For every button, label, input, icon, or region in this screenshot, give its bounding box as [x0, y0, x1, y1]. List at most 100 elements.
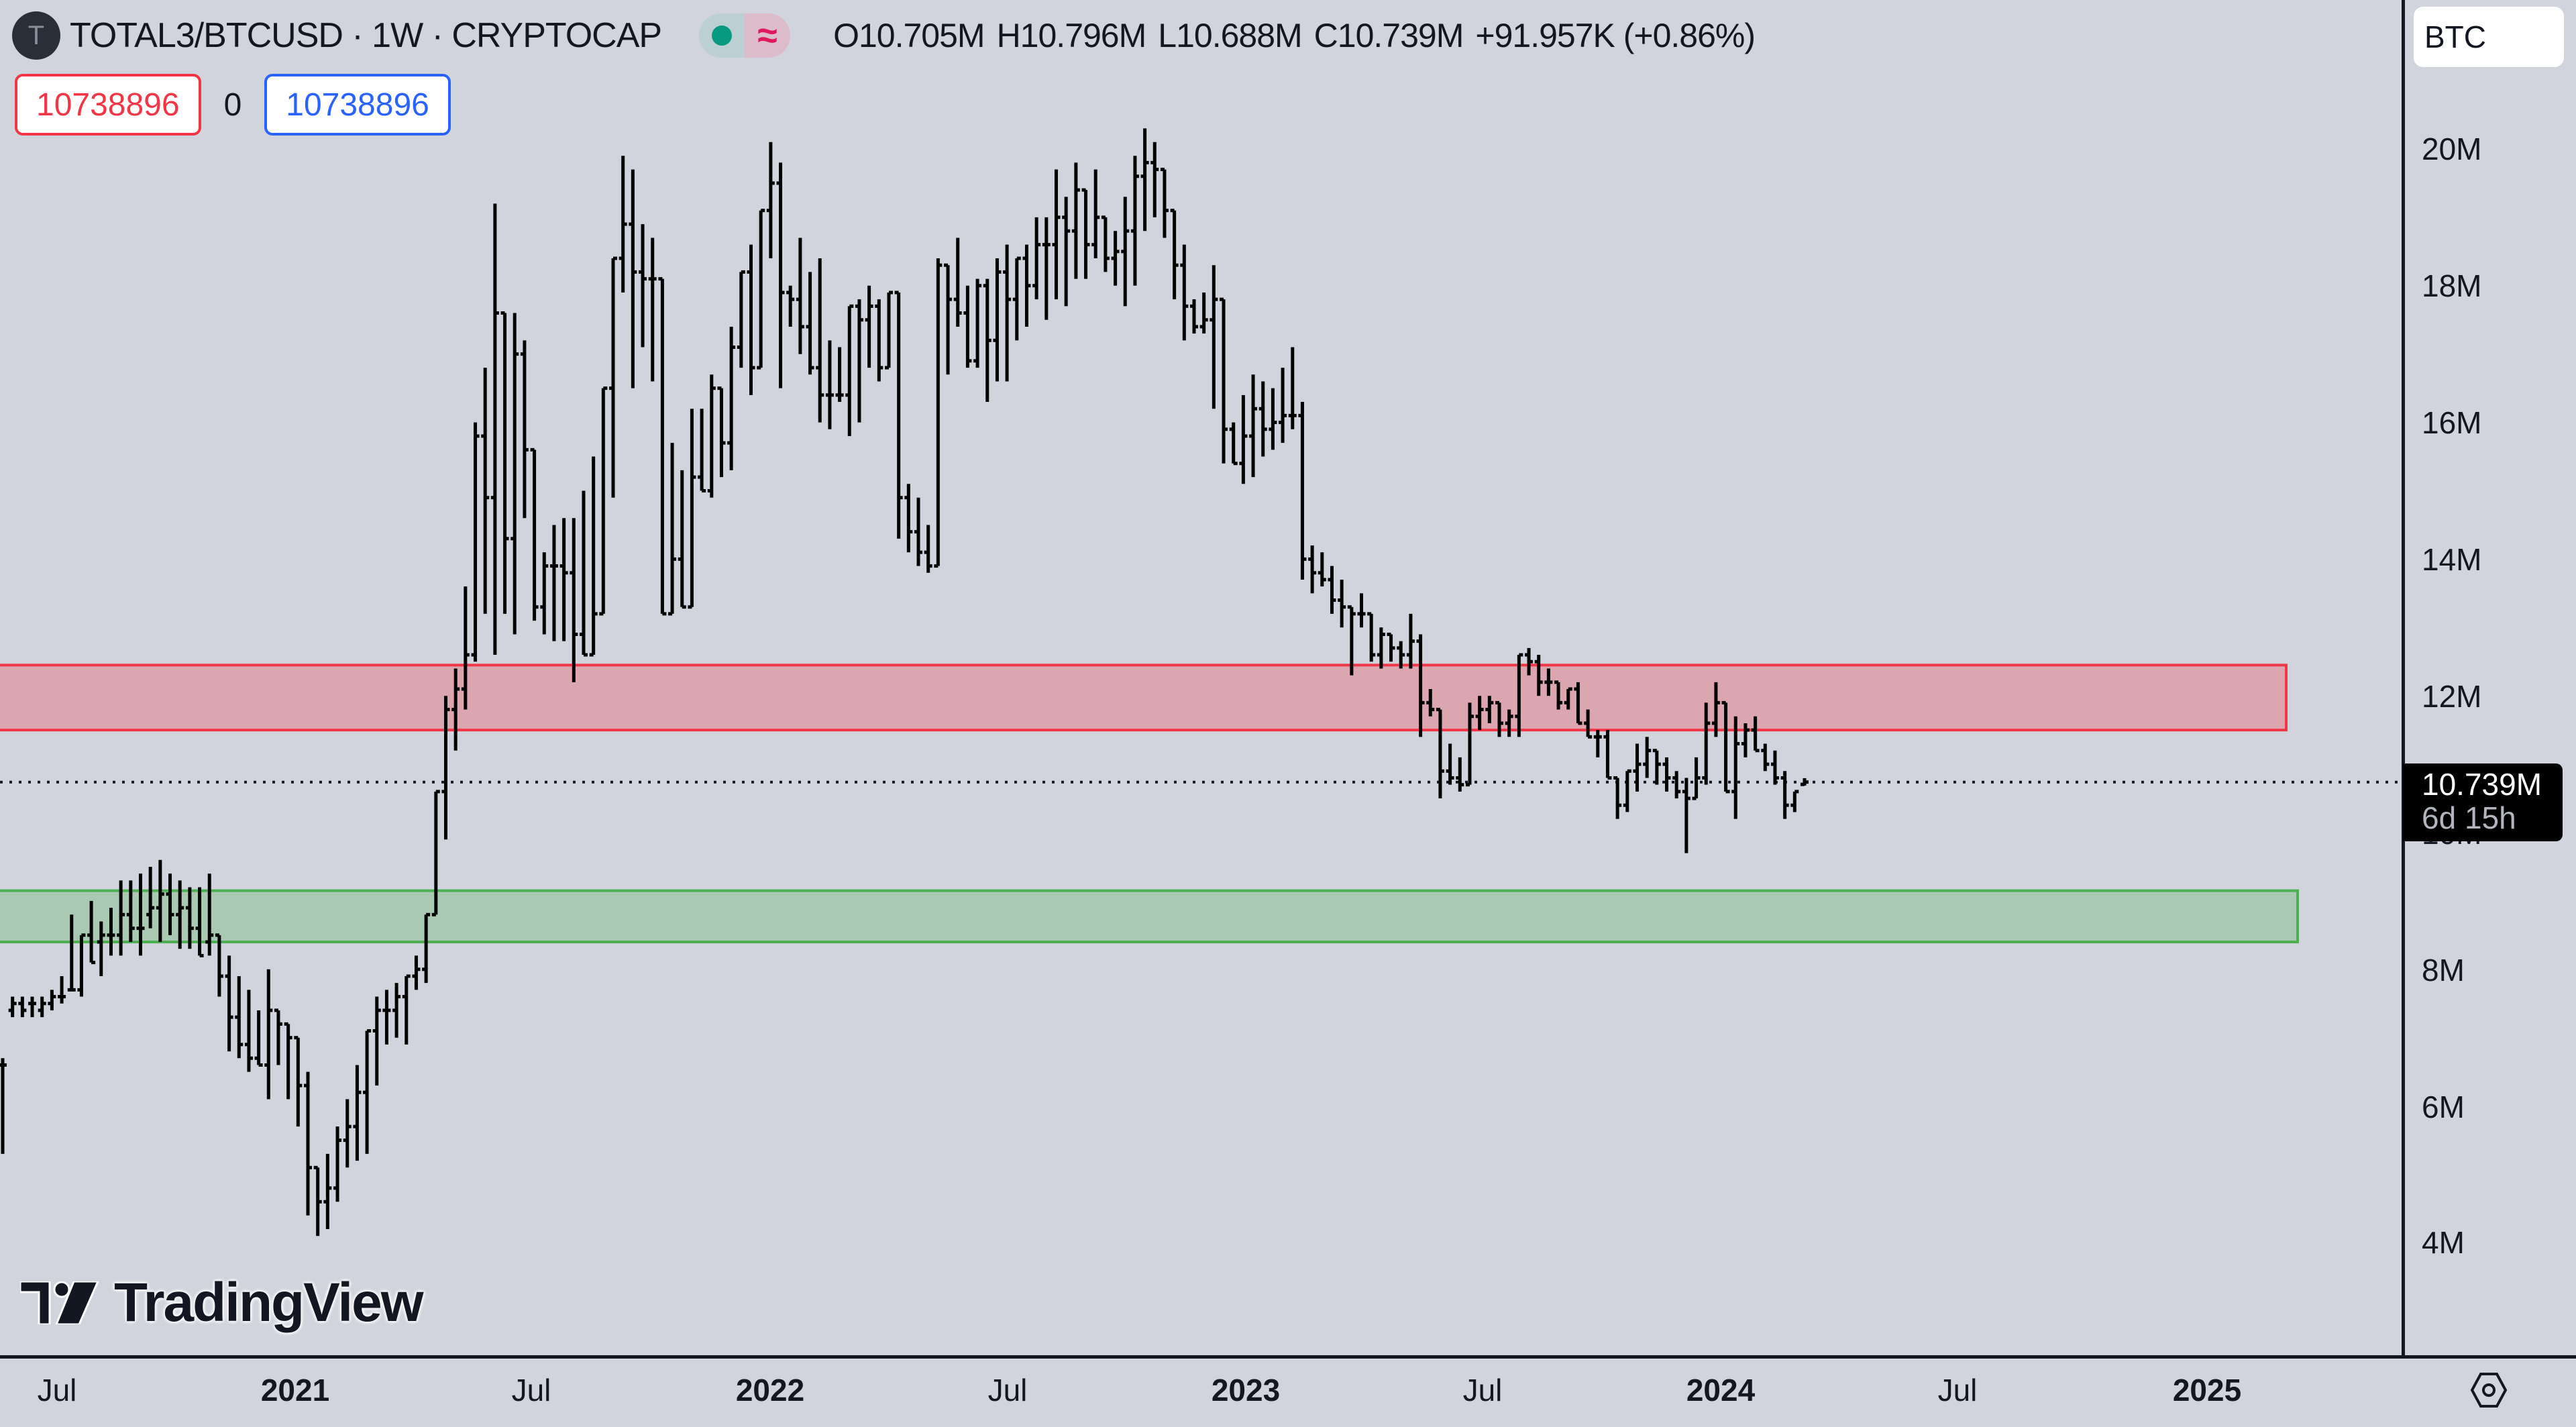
- ohlc-bar: [1603, 730, 1612, 780]
- ohlc-bar: [1377, 627, 1385, 669]
- ohlc-bar: [1692, 757, 1701, 800]
- ohlc-bar: [481, 368, 490, 614]
- ohlc-bar: [1515, 653, 1523, 737]
- buy-price-button[interactable]: 10738896: [264, 74, 451, 136]
- time-tick-label: 2023: [1211, 1373, 1281, 1408]
- ohlc-bar: [382, 990, 391, 1045]
- tradingview-watermark[interactable]: TradingView: [20, 1271, 424, 1334]
- ohlc-bar: [1613, 776, 1622, 819]
- sell-price-button[interactable]: 10738896: [15, 74, 201, 136]
- time-tick-label: 2022: [735, 1373, 805, 1408]
- ohlc-bar: [1672, 771, 1681, 799]
- ohlc-bar: [1347, 605, 1356, 676]
- ohlc-bar: [1279, 368, 1287, 443]
- ohlc-bar: [559, 518, 568, 641]
- ohlc-bar: [884, 290, 893, 370]
- ohlc-bar: [1574, 682, 1582, 725]
- ohlc-bar: [1229, 422, 1238, 466]
- ohlc-bar: [500, 311, 509, 614]
- ohlc-bar: [402, 974, 411, 1045]
- ohlc-bar: [973, 278, 982, 368]
- time-axis[interactable]: [0, 1355, 2576, 1427]
- ohlc-bar: [1426, 689, 1435, 717]
- ohlc-bar: [1633, 743, 1642, 792]
- ohlc-bar: [1022, 244, 1031, 327]
- time-tick-label: 2021: [260, 1373, 330, 1408]
- market-open-icon: [699, 13, 745, 58]
- ohlc-bar: [1239, 394, 1248, 484]
- ohlc-bar: [1012, 256, 1021, 341]
- ohlc-bar: [747, 244, 755, 395]
- status-pill[interactable]: ≈: [699, 13, 791, 58]
- ohlc-bar: [87, 900, 96, 965]
- ohlc-bar: [441, 696, 450, 840]
- ohlc-bar: [323, 1153, 332, 1230]
- time-tick-label: Jul: [37, 1373, 77, 1408]
- ohlc-change: +91.957K (+0.86%): [1475, 17, 1756, 54]
- ohlc-bar: [1495, 700, 1503, 737]
- ohlc-bars: [0, 128, 1809, 1236]
- ohlc-bar: [0, 1058, 7, 1154]
- ohlc-bar: [1741, 723, 1750, 757]
- ohlc-bar: [599, 386, 608, 616]
- ohlc-bar: [1662, 757, 1671, 792]
- ohlc-bar: [1416, 634, 1425, 737]
- ohlc-bar: [1111, 231, 1120, 286]
- price-tick-label: 6M: [2422, 1090, 2465, 1124]
- ohlc-bar: [1357, 593, 1366, 628]
- ohlc-bar: [1042, 217, 1051, 320]
- ohlc-bar: [1652, 749, 1661, 785]
- ohlc-bar: [225, 955, 233, 1052]
- ohlc-bar: [1003, 244, 1012, 382]
- ohlc-bar: [629, 169, 637, 388]
- ohlc-bar: [1150, 142, 1159, 217]
- price-tick-label: 4M: [2422, 1225, 2465, 1260]
- resistance-zone[interactable]: [0, 664, 2288, 732]
- ohlc-bar: [1387, 632, 1395, 662]
- ohlc-bar: [668, 443, 677, 616]
- ohlc-bar: [845, 304, 854, 436]
- ohlc-bar: [67, 914, 76, 992]
- price-axis[interactable]: [2402, 0, 2576, 1355]
- ohlc-bar: [658, 277, 667, 616]
- symbol-title[interactable]: TOTAL3/BTCUSD · 1W · CRYPTOCAP: [70, 16, 662, 55]
- ohlc-bar: [1544, 668, 1553, 696]
- ohlc-bar: [1505, 709, 1513, 737]
- ohlc-bar: [136, 874, 145, 956]
- ohlc-bar: [944, 263, 953, 375]
- ohlc-bar: [422, 912, 431, 984]
- ohlc-bar: [934, 258, 943, 568]
- ohlc-bar: [1189, 299, 1198, 334]
- ohlc-bar: [8, 996, 17, 1018]
- ohlc-bar: [639, 224, 647, 348]
- ohlc-bar: [1761, 743, 1770, 772]
- ohlc-bar: [1456, 757, 1464, 792]
- ohlc-bar: [185, 887, 194, 949]
- price-chart-canvas[interactable]: [0, 0, 2402, 1355]
- tradingview-logo-icon: [20, 1281, 99, 1324]
- ohlc-bar: [1328, 566, 1336, 614]
- ohlc-bar: [343, 1099, 352, 1168]
- price-tick-label: 20M: [2422, 131, 2482, 166]
- ohlc-bar: [894, 290, 903, 539]
- ohlc-bar: [835, 347, 844, 403]
- ohlc-bar: [48, 990, 56, 1010]
- ohlc-bar: [796, 237, 804, 354]
- chart-settings-icon[interactable]: [2469, 1370, 2509, 1410]
- currency-button[interactable]: BTC: [2414, 7, 2564, 67]
- ohlc-bar: [855, 299, 863, 423]
- ohlc-bar: [540, 552, 549, 635]
- ohlc-bar: [363, 1029, 372, 1154]
- ohlc-bar: [904, 484, 913, 553]
- ohlc-bar: [1643, 737, 1652, 778]
- ohlc-bar: [1770, 750, 1779, 785]
- ohlc-bar: [924, 525, 932, 573]
- symbol-legend: T TOTAL3/BTCUSD · 1W · CRYPTOCAP ≈ O10.7…: [12, 9, 1767, 62]
- ohlc-bar: [372, 996, 381, 1086]
- ohlc-bar: [1180, 244, 1189, 341]
- ohlc-bar: [1682, 778, 1690, 853]
- support-zone[interactable]: [0, 889, 2299, 944]
- ohlc-bar: [1121, 197, 1130, 307]
- ohlc-bar: [678, 470, 686, 609]
- ohlc-bar: [757, 209, 765, 370]
